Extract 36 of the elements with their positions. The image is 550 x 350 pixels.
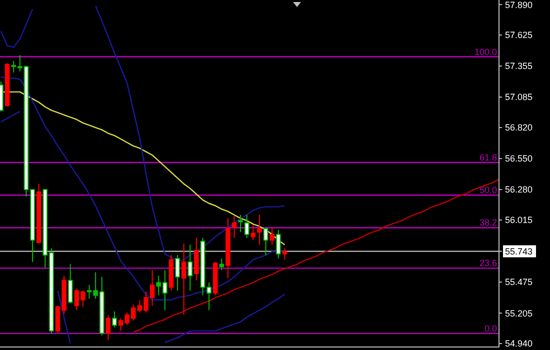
annotation: 38.2 bbox=[479, 218, 497, 228]
y-tick-label: 55.743 bbox=[505, 246, 533, 256]
y-tick-label: 55.205 bbox=[505, 308, 533, 318]
candlestick bbox=[282, 248, 288, 260]
line-series bbox=[132, 178, 500, 333]
y-tick-label: 56.550 bbox=[505, 154, 533, 164]
y-tick-label: 55.475 bbox=[505, 277, 533, 288]
candlestick bbox=[188, 244, 193, 292]
y-tick-label: 56.820 bbox=[505, 122, 533, 133]
y-tick-label: 56.015 bbox=[505, 215, 533, 226]
candlestick bbox=[238, 214, 243, 233]
annotation: 0.0 bbox=[484, 323, 497, 334]
y-tick-label: 57.625 bbox=[505, 30, 533, 40]
candlestick bbox=[106, 314, 111, 341]
candlestick bbox=[257, 214, 262, 246]
candlestick bbox=[112, 310, 117, 328]
annotation: 23.6 bbox=[479, 258, 497, 268]
candlestick bbox=[276, 229, 281, 260]
candlestick bbox=[263, 227, 268, 256]
candlestick bbox=[68, 264, 73, 304]
candlestick bbox=[181, 243, 186, 316]
y-tick-label: 56.280 bbox=[505, 184, 533, 195]
candlestick bbox=[270, 227, 274, 246]
candlestick bbox=[194, 237, 199, 281]
y-tick-label: 57.085 bbox=[505, 92, 533, 102]
annotation: 50.0 bbox=[479, 185, 497, 196]
candlestick bbox=[250, 224, 256, 241]
candlestick bbox=[219, 258, 224, 271]
candlestick bbox=[244, 214, 250, 238]
y-tick-label: 57.355 bbox=[505, 61, 533, 72]
candlestick bbox=[175, 254, 180, 292]
y-tick-label: 57.890 bbox=[505, 0, 533, 10]
candlestick bbox=[232, 216, 237, 238]
annotation: 61.8 bbox=[479, 152, 497, 162]
y-tick-label: 54.940 bbox=[505, 338, 533, 349]
annotation: 100.0 bbox=[474, 46, 497, 57]
